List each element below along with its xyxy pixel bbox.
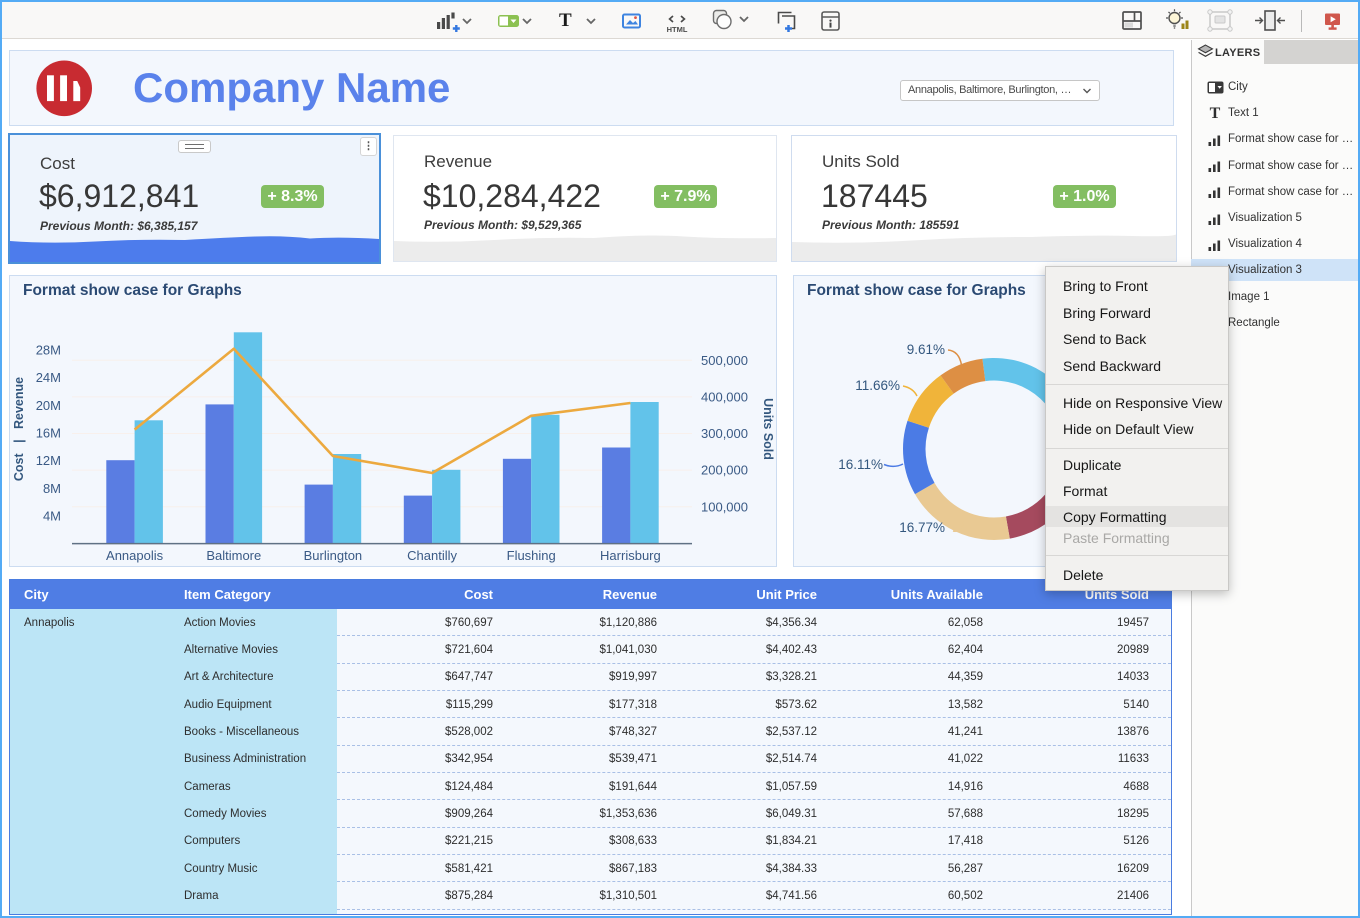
svg-text:12M: 12M xyxy=(36,453,61,468)
svg-text:Baltimore: Baltimore xyxy=(206,548,261,563)
svg-text:Harrisburg: Harrisburg xyxy=(600,548,661,563)
svg-text:Units Sold: Units Sold xyxy=(761,398,775,460)
svg-text:500,000: 500,000 xyxy=(701,353,748,368)
svg-text:9.61%: 9.61% xyxy=(907,342,945,357)
svg-text:Burlington: Burlington xyxy=(304,548,363,563)
svg-text:4M: 4M xyxy=(43,509,61,524)
svg-text:Cost | Revenue: Cost | Revenue xyxy=(12,377,26,481)
svg-text:28M: 28M xyxy=(36,343,61,358)
svg-text:11.66%: 11.66% xyxy=(855,378,900,393)
svg-text:100,000: 100,000 xyxy=(701,499,748,514)
svg-text:Annapolis: Annapolis xyxy=(106,548,164,563)
svg-text:20M: 20M xyxy=(36,398,61,413)
svg-text:Flushing: Flushing xyxy=(507,548,556,563)
svg-text:8M: 8M xyxy=(43,481,61,496)
svg-text:400,000: 400,000 xyxy=(701,390,748,405)
svg-text:HTML: HTML xyxy=(667,25,688,34)
svg-text:24M: 24M xyxy=(36,370,61,385)
svg-text:16M: 16M xyxy=(36,426,61,441)
svg-text:200,000: 200,000 xyxy=(701,463,748,478)
svg-text:16.11%: 16.11% xyxy=(838,457,883,472)
svg-text:Chantilly: Chantilly xyxy=(407,548,457,563)
svg-text:16.77%: 16.77% xyxy=(899,520,945,535)
svg-text:300,000: 300,000 xyxy=(701,426,748,441)
